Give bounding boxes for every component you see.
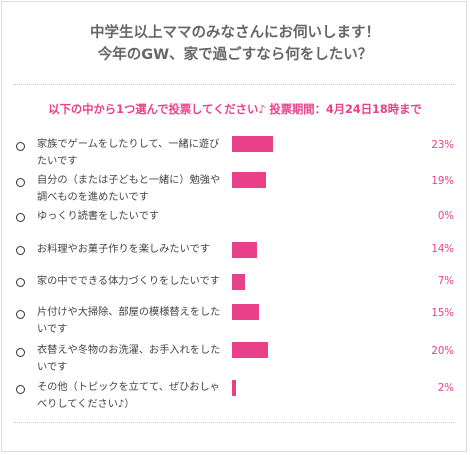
poll-option[interactable]: 自分の（または子どもと一緒に）勉強や調べものを進めたいです 19%: [2, 172, 468, 206]
poll-option[interactable]: 家の中でできる体力づくりをしたいです 7%: [2, 272, 468, 306]
poll-option[interactable]: 衣替えや冬物のお洗濯、お手入れをしたいです 20%: [2, 342, 468, 376]
poll-option[interactable]: お料理やお菓子作りを楽しみたいです 14%: [2, 240, 468, 274]
poll-option[interactable]: ゆっくり読書をしたいです 0%: [2, 208, 468, 242]
option-label: ゆっくり読書をしたいです: [37, 211, 159, 222]
option-label: その他（トピックを立てて、ぜひおしゃべりしてください♪）: [37, 382, 220, 410]
option-radio[interactable]: [16, 348, 25, 357]
option-radio[interactable]: [16, 385, 25, 394]
option-radio[interactable]: [16, 213, 25, 222]
poll-option[interactable]: 家族でゲームをしたりして、一緒に遊びたいです 23%: [2, 136, 468, 170]
option-result-bar: [232, 304, 259, 320]
poll-option[interactable]: その他（トピックを立てて、ぜひおしゃべりしてください♪） 2%: [2, 379, 468, 413]
option-radio[interactable]: [16, 246, 25, 255]
option-percent: 0%: [437, 211, 454, 222]
poll-title: 中学生以上ママのみなさんにお伺いします！ 今年のGW、家で過ごすなら何をしたい？: [2, 22, 468, 66]
option-radio[interactable]: [16, 310, 25, 319]
bottom-divider: [14, 422, 456, 423]
top-divider: [14, 84, 456, 85]
option-percent: 20%: [431, 346, 454, 357]
option-result-bar: [232, 242, 258, 258]
option-percent: 23%: [431, 140, 454, 151]
poll-title-line-1: 中学生以上ママのみなさんにお伺いします！: [90, 25, 380, 41]
option-label: 家の中でできる体力づくりをしたいです: [37, 276, 220, 287]
option-label: 衣替えや冬物のお洗濯、お手入れをしたいです: [37, 345, 221, 373]
option-radio[interactable]: [16, 142, 25, 151]
option-result-bar: [232, 136, 274, 152]
option-percent: 15%: [431, 308, 454, 319]
option-percent: 2%: [437, 383, 454, 394]
option-label: 自分の（または子どもと一緒に）勉強や調べものを進めたいです: [37, 175, 221, 203]
poll-title-line-2: 今年のGW、家で過ごすなら何をしたい？: [97, 47, 373, 63]
option-percent: 14%: [431, 244, 454, 255]
poll-option[interactable]: 片付けや大掃除、部屋の模様替えをしたいです 15%: [2, 304, 468, 338]
option-percent: 7%: [437, 276, 454, 287]
option-radio[interactable]: [16, 178, 25, 187]
option-result-bar: [232, 274, 245, 290]
option-result-bar: [232, 380, 236, 396]
option-label: お料理やお菓子作りを楽しみたいです: [37, 244, 210, 255]
poll-instruction: 以下の中から1つ選んで投票してください♪ 投票期間：4月24日18時まで: [48, 103, 422, 116]
option-percent: 19%: [431, 176, 454, 187]
option-result-bar: [232, 342, 268, 358]
option-label: 片付けや大掃除、部屋の模様替えをしたいです: [37, 307, 221, 335]
option-radio[interactable]: [16, 278, 25, 287]
option-result-bar: [232, 172, 267, 188]
option-label: 家族でゲームをしたりして、一緒に遊びたいです: [37, 139, 220, 167]
